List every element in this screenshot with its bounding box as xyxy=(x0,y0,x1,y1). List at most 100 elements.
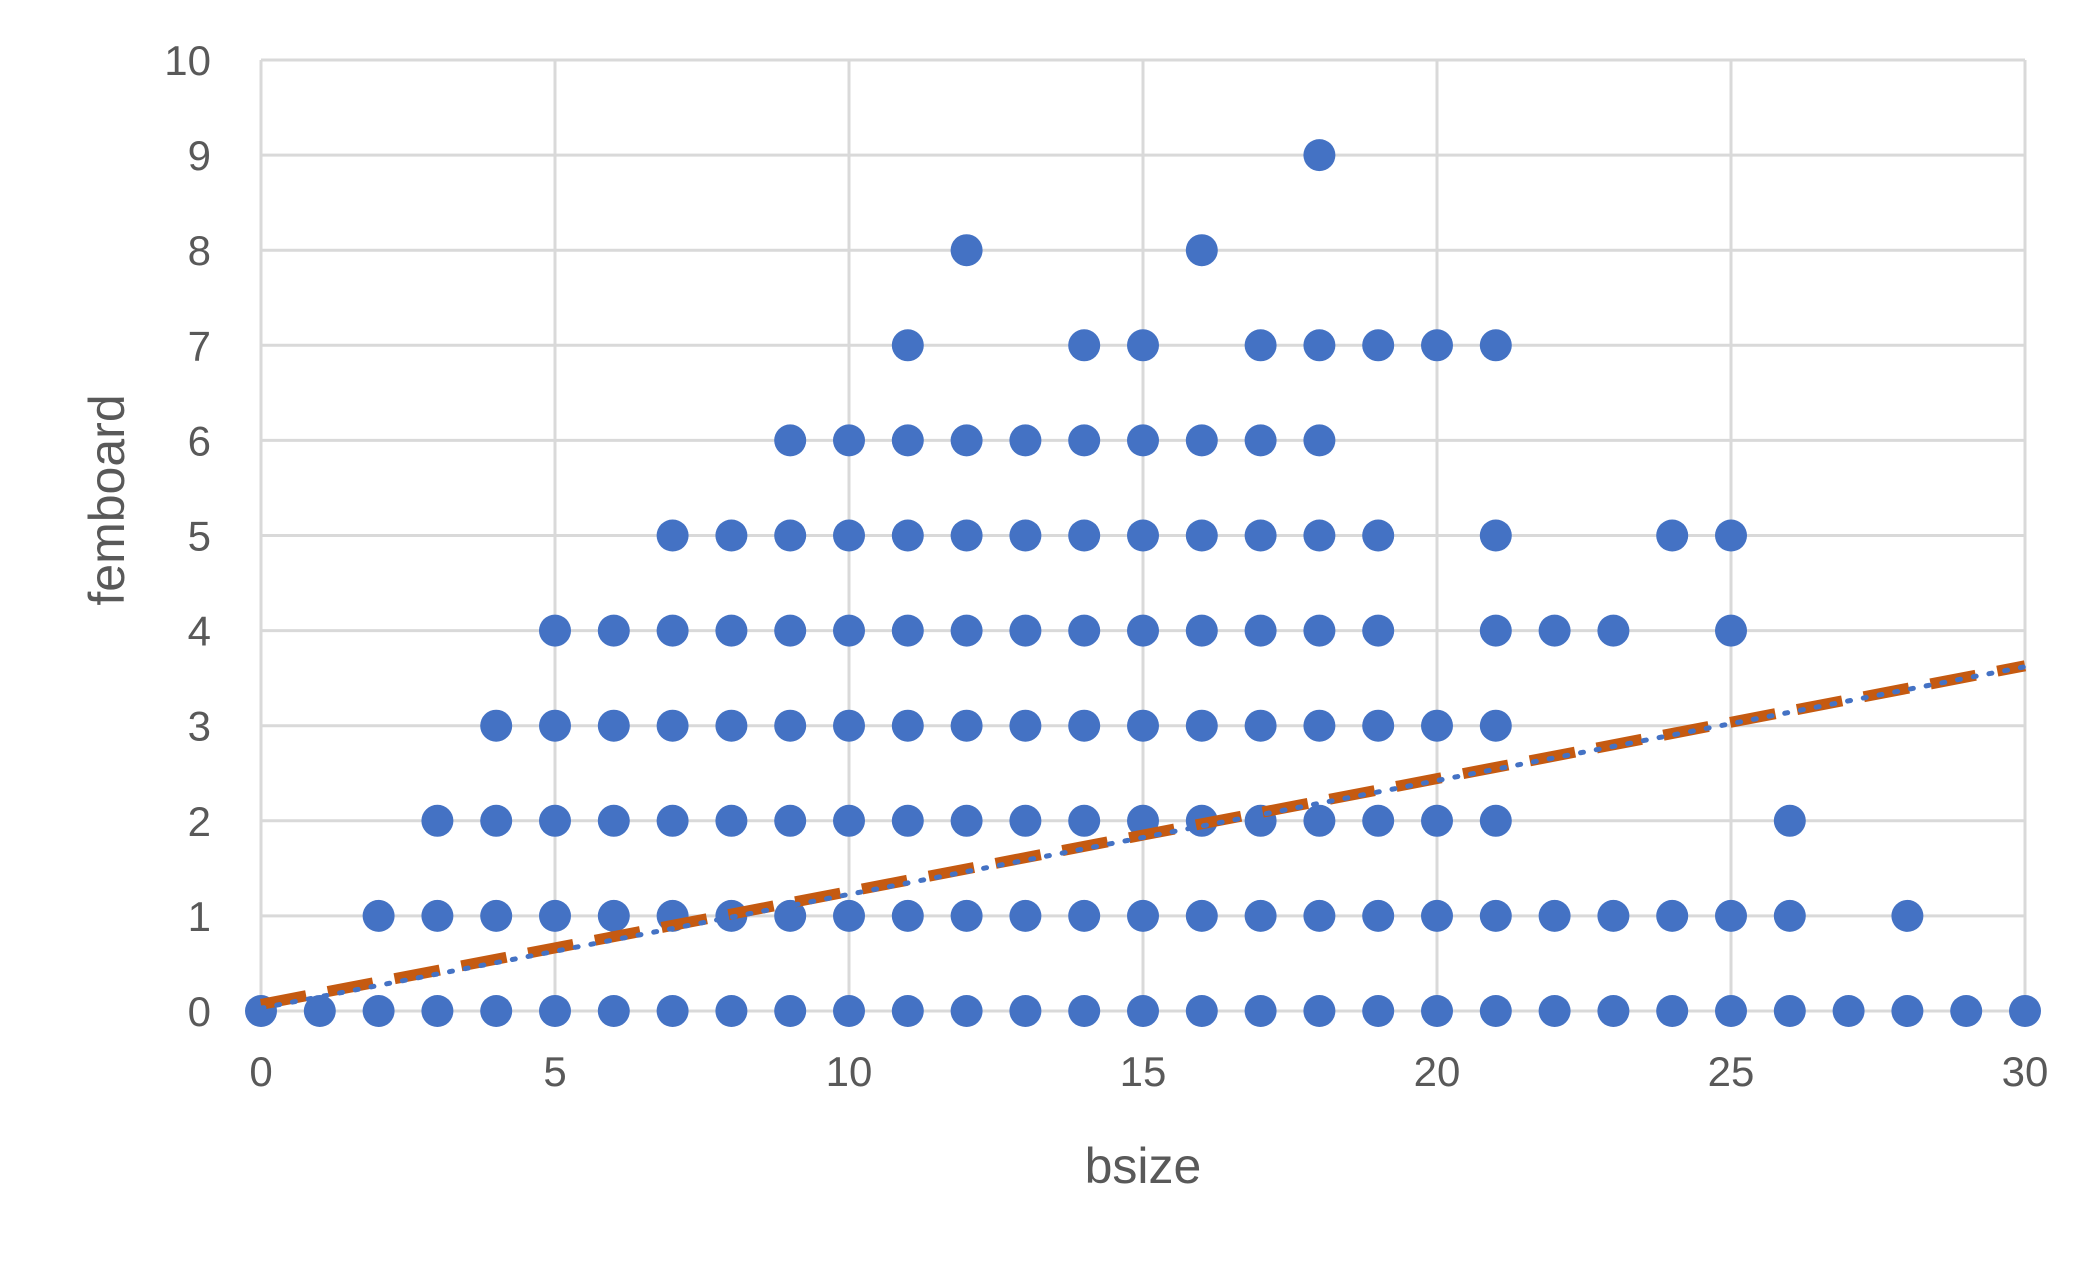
data-point xyxy=(1773,995,1806,1027)
x-tick-label: 5 xyxy=(543,1048,566,1095)
data-point xyxy=(480,804,513,837)
data-point xyxy=(1185,424,1218,457)
data-point xyxy=(1421,804,1453,837)
x-axis-ticks: 0 5 10 15 20 25 30 xyxy=(249,1048,2048,1095)
data-point xyxy=(2009,995,2041,1027)
data-points xyxy=(245,139,2041,1027)
data-point xyxy=(1656,519,1689,552)
trend-lines xyxy=(258,660,2028,1011)
data-point xyxy=(1362,899,1395,932)
data-point xyxy=(833,424,865,457)
y-tick-label: 7 xyxy=(188,322,211,369)
data-point xyxy=(656,804,689,837)
data-point xyxy=(950,804,983,837)
data-point xyxy=(1421,329,1453,362)
data-point xyxy=(1244,519,1277,552)
data-point xyxy=(1009,709,1042,742)
data-point xyxy=(1068,899,1101,932)
data-point xyxy=(1479,995,1512,1027)
data-point xyxy=(1421,995,1453,1027)
data-point xyxy=(715,995,748,1027)
x-tick-label: 0 xyxy=(249,1048,272,1095)
data-point xyxy=(597,899,630,932)
data-point xyxy=(1127,995,1159,1027)
x-tick-label: 10 xyxy=(826,1048,873,1095)
data-point xyxy=(1244,995,1277,1027)
data-point xyxy=(539,899,571,932)
data-point xyxy=(1244,424,1277,457)
data-point xyxy=(1715,519,1747,552)
data-point xyxy=(656,709,689,742)
data-point xyxy=(597,614,630,647)
data-point xyxy=(1656,899,1689,932)
data-point xyxy=(539,804,571,837)
data-point xyxy=(950,614,983,647)
data-point xyxy=(715,709,748,742)
data-point xyxy=(539,614,571,647)
data-point xyxy=(1597,614,1630,647)
y-tick-label: 8 xyxy=(188,227,211,274)
data-point xyxy=(891,995,924,1027)
data-point xyxy=(1009,995,1042,1027)
data-point xyxy=(1362,614,1395,647)
data-point xyxy=(1127,614,1159,647)
data-point xyxy=(1303,995,1336,1027)
data-point xyxy=(656,519,689,552)
data-point xyxy=(1479,519,1512,552)
y-axis-ticks: 0 1 2 3 4 5 6 7 8 9 10 xyxy=(164,37,211,1035)
x-tick-label: 20 xyxy=(1414,1048,1461,1095)
data-point xyxy=(1009,614,1042,647)
data-point xyxy=(539,995,571,1027)
data-point xyxy=(891,804,924,837)
data-point xyxy=(1185,709,1218,742)
x-tick-label: 30 xyxy=(2002,1048,2049,1095)
data-point xyxy=(1538,899,1571,932)
data-point xyxy=(715,614,748,647)
data-point xyxy=(1068,424,1101,457)
data-point xyxy=(1362,995,1395,1027)
data-point xyxy=(891,899,924,932)
data-point xyxy=(833,899,865,932)
data-point xyxy=(1773,899,1806,932)
data-point xyxy=(1950,995,1983,1027)
data-point xyxy=(1185,899,1218,932)
data-point xyxy=(1479,614,1512,647)
data-point xyxy=(891,424,924,457)
data-point xyxy=(1244,709,1277,742)
y-tick-label: 4 xyxy=(188,608,211,655)
data-point xyxy=(1185,614,1218,647)
data-point xyxy=(1244,614,1277,647)
data-point xyxy=(833,995,865,1027)
data-point xyxy=(480,899,513,932)
data-point xyxy=(950,519,983,552)
data-point xyxy=(774,709,807,742)
data-point xyxy=(1127,899,1159,932)
x-tick-label: 15 xyxy=(1120,1048,1167,1095)
data-point xyxy=(1597,899,1630,932)
data-point xyxy=(1479,899,1512,932)
x-axis-title: bsize xyxy=(1085,1138,1202,1194)
data-point xyxy=(1538,995,1571,1027)
data-point xyxy=(1303,804,1336,837)
y-tick-label: 6 xyxy=(188,417,211,464)
data-point xyxy=(480,709,513,742)
data-point xyxy=(1303,709,1336,742)
y-tick-label: 3 xyxy=(188,703,211,750)
data-point xyxy=(950,995,983,1027)
data-point xyxy=(1832,995,1865,1027)
data-point xyxy=(1009,424,1042,457)
data-point xyxy=(774,519,807,552)
data-point xyxy=(303,995,336,1027)
data-point xyxy=(833,804,865,837)
data-point xyxy=(1185,234,1218,267)
data-point xyxy=(833,519,865,552)
y-tick-label: 9 xyxy=(188,132,211,179)
data-point xyxy=(597,709,630,742)
data-point xyxy=(774,995,807,1027)
data-point xyxy=(1244,329,1277,362)
data-point xyxy=(1127,519,1159,552)
x-tick-label: 25 xyxy=(1708,1048,1755,1095)
data-point xyxy=(1009,519,1042,552)
data-point xyxy=(1244,899,1277,932)
